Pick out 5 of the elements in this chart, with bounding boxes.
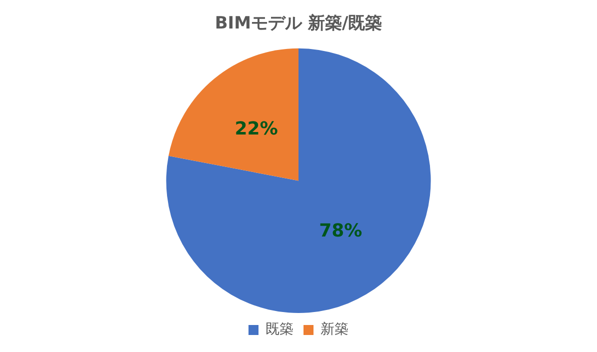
legend-label: 新築 [320, 322, 348, 338]
legend-label: 既築 [266, 322, 294, 338]
data-label: 22% [234, 118, 278, 140]
chart-title: BIMモデル 新築/既築 [214, 14, 382, 34]
data-label: 78% [319, 220, 362, 242]
